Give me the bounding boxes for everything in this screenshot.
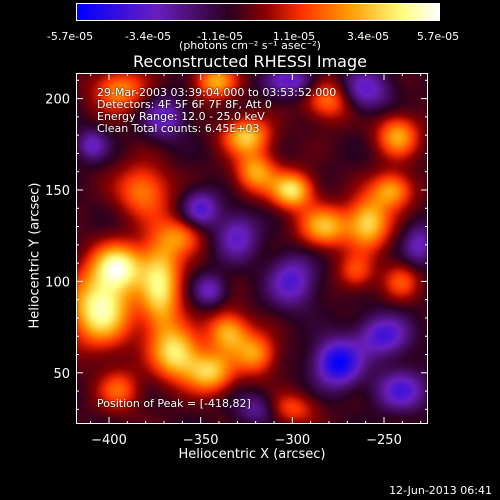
colorbar-tick-label: -1.1e-05 [196,30,244,43]
colorbar-tick-label: 1.1e-05 [272,30,316,43]
x-tick-label: −400 [91,433,127,448]
colorbar-tick-label: 3.4e-05 [346,30,390,43]
timestamp: 12-Jun-2013 06:41 [389,484,492,497]
y-tick-label: 200 [45,93,70,108]
colorbar: -5.7e-05 -3.4e-05 -1.1e-05 1.1e-05 3.4e-… [47,3,459,43]
chart-title: Reconstructed RHESSI Image [133,52,367,71]
colorbar-tick-label: -3.4e-05 [124,30,172,43]
colorbar-tick-label: -5.7e-05 [46,30,94,43]
info-clean-counts: Clean Total counts: 6.45E+03 [97,122,260,135]
info-time-range: 29-Mar-2003 03:39:04.000 to 03:53:52.000 [97,86,337,99]
x-tick-label: −300 [274,433,310,448]
heatmap-image [77,74,427,423]
x-tick-label: −250 [366,433,402,448]
y-tick-label: 150 [45,184,70,199]
y-tick-label: 50 [53,367,70,382]
colorbar-units: (photons cm⁻² s⁻¹ asec⁻²) [179,39,321,52]
info-detectors: Detectors: 4F 5F 6F 7F 8F, Att 0 [97,98,272,111]
colorbar-gradient [76,3,440,21]
plot-area: 29-Mar-2003 03:39:04.000 to 03:53:52.000… [76,73,428,424]
colorbar-tick-label: 5.7e-05 [416,30,460,43]
y-axis-label: Heliocentric Y (arcsec) [27,182,43,329]
info-energy-range: Energy Range: 12.0 - 25.0 keV [97,110,265,123]
peak-position-label: Position of Peak = [-418,82] [97,397,251,410]
y-tick-label: 100 [45,275,70,290]
x-axis-label: Heliocentric X (arcsec) [178,447,326,462]
x-tick-label: −350 [183,433,219,448]
